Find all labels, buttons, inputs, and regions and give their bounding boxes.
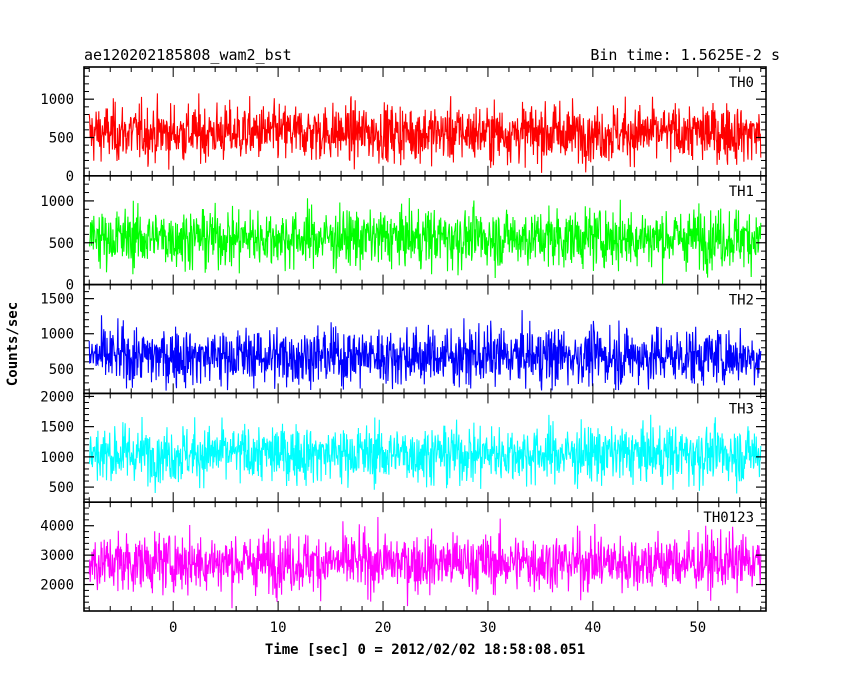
series-th3	[88, 414, 762, 494]
panel-label-th1: TH1	[729, 184, 754, 200]
y-tick-label: 1500	[40, 292, 74, 308]
panel-label-th3: TH3	[729, 401, 754, 417]
panel-label-th2: TH2	[729, 293, 754, 309]
y-tick-label: 2000	[40, 389, 74, 405]
panel-label-th0123: TH0123	[703, 510, 754, 526]
x-tick-label: 10	[270, 620, 287, 636]
x-tick-label: 20	[375, 620, 392, 636]
y-axis-label: Counts/sec	[5, 302, 21, 386]
series-th0123	[88, 516, 762, 609]
x-tick-label: 40	[584, 620, 601, 636]
y-tick-label: 500	[49, 130, 74, 146]
y-tick-label: 3000	[40, 548, 74, 564]
y-tick-label: 500	[49, 480, 74, 496]
y-tick-label: 0	[66, 169, 74, 185]
y-tick-label: 4000	[40, 519, 74, 535]
x-tick-label: 30	[480, 620, 497, 636]
x-axis-label: Time [sec] 0 = 2012/02/02 18:58:08.051	[265, 642, 585, 658]
x-tick-label: 0	[169, 620, 177, 636]
chart-title-right: Bin time: 1.5625E-2 s	[590, 46, 780, 64]
chart-title-left: ae120202185808_wam2_bst	[84, 46, 292, 64]
y-tick-label: 1000	[40, 194, 74, 210]
series-th2	[88, 310, 762, 391]
y-tick-label: 1000	[40, 92, 74, 108]
y-tick-label: 500	[49, 236, 74, 252]
panel-label-th0: TH0	[729, 75, 754, 91]
y-tick-label: 0	[66, 278, 74, 294]
y-tick-label: 1000	[40, 450, 74, 466]
y-tick-label: 1500	[40, 420, 74, 436]
x-tick-label: 50	[689, 620, 706, 636]
y-tick-label: 2000	[40, 578, 74, 594]
y-tick-label: 1000	[40, 327, 74, 343]
series-th0	[88, 93, 762, 173]
y-tick-label: 500	[49, 362, 74, 378]
series-th1	[88, 197, 762, 285]
